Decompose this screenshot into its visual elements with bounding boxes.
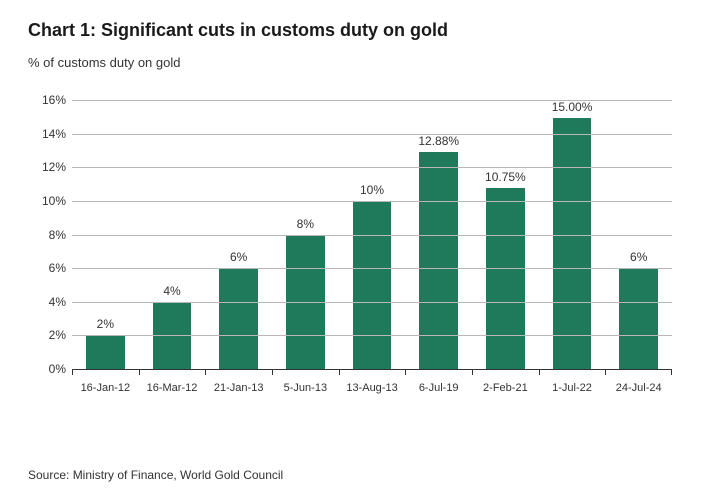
x-ticks (72, 370, 672, 375)
bar-value-label: 15.00% (552, 100, 593, 114)
grid-line (72, 201, 672, 202)
plot-area: 2% 4% 6% 8% 10% 12.88% 10.75% 15.00% 6% 0% 2% 4% 6%… (32, 100, 672, 400)
grid-line (72, 100, 672, 101)
y-tick-label: 14% (42, 127, 72, 141)
y-tick-label: 4% (49, 295, 72, 309)
bar (86, 335, 125, 369)
x-axis-label: 16-Mar-12 (139, 378, 206, 400)
chart-subtitle: % of customs duty on gold (28, 55, 693, 70)
bar-value-label: 8% (297, 217, 314, 231)
x-tick (671, 370, 672, 375)
y-tick-label: 6% (49, 261, 72, 275)
x-tick (472, 370, 473, 375)
y-tick-label: 8% (49, 228, 72, 242)
bar (486, 188, 525, 369)
bar-value-label: 2% (97, 317, 114, 331)
grid-line (72, 302, 672, 303)
x-axis-label: 21-Jan-13 (205, 378, 272, 400)
bar (219, 268, 258, 369)
x-tick (139, 370, 140, 375)
bar (553, 118, 592, 369)
x-tick (539, 370, 540, 375)
x-tick (272, 370, 273, 375)
y-tick-label: 16% (42, 93, 72, 107)
bar (419, 152, 458, 369)
bar-value-label: 12.88% (418, 134, 459, 148)
grid-line (72, 335, 672, 336)
bar-value-label: 4% (163, 284, 180, 298)
x-axis-label: 16-Jan-12 (72, 378, 139, 400)
x-axis-label: 2-Feb-21 (472, 378, 539, 400)
grid-line (72, 167, 672, 168)
x-tick (605, 370, 606, 375)
chart-title: Chart 1: Significant cuts in customs dut… (28, 20, 693, 41)
x-axis-label: 13-Aug-13 (339, 378, 406, 400)
bar-value-label: 10.75% (485, 170, 526, 184)
x-tick (72, 370, 73, 375)
chart-container: Chart 1: Significant cuts in customs dut… (0, 0, 721, 500)
x-axis-label: 24-Jul-24 (605, 378, 672, 400)
bar-value-label: 6% (630, 250, 647, 264)
x-tick (339, 370, 340, 375)
x-axis-label: 5-Jun-13 (272, 378, 339, 400)
y-tick-label: 0% (49, 362, 72, 376)
plot-inner: 2%4%6%8%10%12.88%10.75%15.00%6% 0%2%4%6%… (72, 100, 672, 370)
y-tick-label: 10% (42, 194, 72, 208)
grid-line (72, 235, 672, 236)
x-axis-label: 1-Jul-22 (539, 378, 606, 400)
grid-line (72, 268, 672, 269)
x-tick (405, 370, 406, 375)
bar-value-label: 6% (230, 250, 247, 264)
bar (353, 201, 392, 369)
grid-line (72, 134, 672, 135)
y-tick-label: 12% (42, 160, 72, 174)
y-tick-label: 2% (49, 328, 72, 342)
source-text: Source: Ministry of Finance, World Gold … (28, 468, 283, 482)
bar (619, 268, 658, 369)
x-axis-label: 6-Jul-19 (405, 378, 472, 400)
x-labels: 16-Jan-1216-Mar-1221-Jan-135-Jun-1313-Au… (72, 378, 672, 400)
x-tick (205, 370, 206, 375)
bar-value-label: 10% (360, 183, 384, 197)
